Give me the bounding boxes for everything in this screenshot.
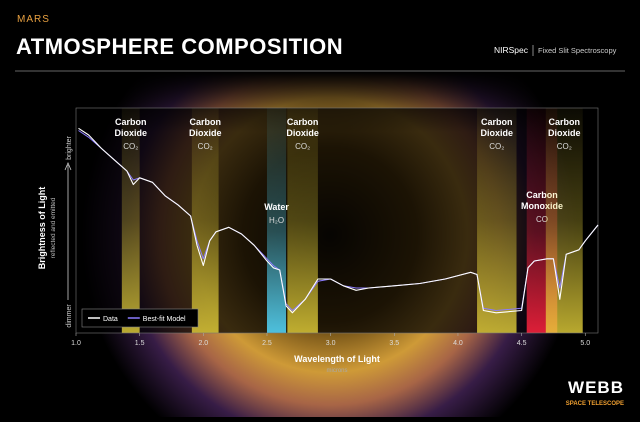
- band: [545, 108, 583, 333]
- y-top: brighter: [66, 135, 73, 159]
- band-formula: CO₂: [295, 142, 310, 151]
- x-tick-label: 5.0: [580, 340, 590, 347]
- band-name: Carbon: [549, 117, 581, 127]
- x-tick-label: 1.5: [135, 340, 145, 347]
- series-line: [78, 127, 599, 314]
- band-formula: CO₂: [557, 142, 572, 151]
- x-tick-label: 2.5: [262, 340, 272, 347]
- band-name: Carbon: [526, 190, 558, 200]
- band-name: Monoxide: [521, 201, 563, 211]
- mode: Fixed Slit Spectroscopy: [538, 46, 617, 55]
- band-name: Dioxide: [114, 128, 147, 138]
- legend-box: [81, 308, 199, 328]
- logo-sub: SPACE TELESCOPE: [566, 401, 624, 407]
- title: ATMOSPHERE COMPOSITION: [16, 34, 343, 59]
- y-bottom: dimmer: [66, 304, 73, 328]
- band: [287, 108, 318, 333]
- band: [477, 108, 517, 333]
- band-name: Dioxide: [548, 128, 581, 138]
- band-name: Carbon: [287, 117, 319, 127]
- y-arrow-head: [64, 161, 72, 171]
- band-name: Carbon: [481, 117, 513, 127]
- kicker: MARS: [17, 14, 50, 25]
- x-tick-label: 4.0: [453, 340, 463, 347]
- band-name: Carbon: [115, 117, 147, 127]
- band-name: Carbon: [189, 117, 221, 127]
- x-tick-label: 3.5: [389, 340, 399, 347]
- x-tick-label: 3.0: [326, 340, 336, 347]
- x-label: Wavelength of Light: [294, 354, 380, 364]
- band-formula: H₂O: [269, 216, 284, 225]
- plot-frame: [75, 107, 599, 334]
- logo: WEBB: [568, 378, 624, 397]
- x-tick-label: 1.0: [71, 340, 81, 347]
- y-label: Brightness of Light: [37, 187, 47, 270]
- instrument: NIRSpec: [494, 45, 529, 55]
- legend-label: Data: [103, 316, 118, 323]
- band-name: Dioxide: [189, 128, 222, 138]
- band-name: Dioxide: [481, 128, 514, 138]
- y-sublabel: reflected and emitted: [50, 197, 57, 258]
- band-formula: CO: [536, 215, 548, 224]
- band-name: Water: [264, 202, 289, 212]
- x-unit: microns: [326, 368, 347, 374]
- header-bg: [0, 0, 640, 72]
- legend-label: Best-fit Model: [143, 316, 186, 323]
- band-formula: CO₂: [489, 142, 504, 151]
- x-tick-label: 2.0: [198, 340, 208, 347]
- plot-bg: [76, 108, 598, 333]
- x-tick-label: 4.5: [517, 340, 527, 347]
- band-formula: CO₂: [123, 142, 138, 151]
- band-formula: CO₂: [198, 142, 213, 151]
- band-name: Dioxide: [286, 128, 319, 138]
- band: [121, 108, 140, 333]
- band: [191, 108, 219, 333]
